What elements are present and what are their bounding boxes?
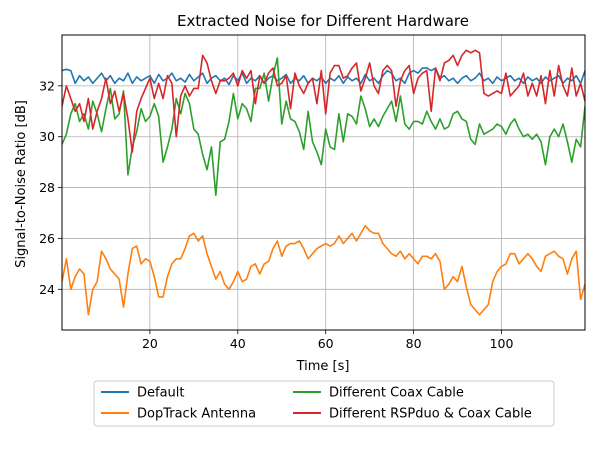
x-axis-label: Time [s]: [296, 359, 350, 374]
series-line-1: [62, 67, 585, 86]
y-tick-label: 26: [39, 231, 55, 246]
x-tick-label: 20: [142, 336, 158, 351]
x-tick-label: 100: [490, 336, 514, 351]
legend-label-4: Different RSPduo & Coax Cable: [329, 407, 532, 422]
y-tick-label: 30: [39, 129, 55, 144]
series-line-4: [62, 49, 585, 153]
x-tick-label: 60: [318, 336, 334, 351]
legend-box: [93, 380, 555, 427]
series-line-2: [62, 224, 585, 316]
legend-label-2: DopTrack Antenna: [137, 407, 256, 422]
x-axis: 20 40 60 80 100: [142, 330, 514, 351]
chart-title: Extracted Noise for Different Hardware: [177, 12, 469, 30]
x-tick-label: 80: [406, 336, 422, 351]
y-tick-label: 24: [39, 282, 55, 297]
y-axis-label: Signal-to-Noise Ratio [dB]: [14, 100, 29, 268]
legend-label-1: Default: [137, 386, 185, 401]
y-tick-label: 32: [39, 78, 55, 93]
y-tick-label: 28: [39, 180, 55, 195]
plot-frame: [61, 34, 586, 331]
legend: Default DopTrack Antenna Different Coax Ca…: [93, 380, 555, 427]
series-line-3: [62, 57, 585, 197]
y-axis: 24 26 28 30 32: [39, 78, 62, 297]
x-tick-label: 40: [230, 336, 246, 351]
series-layer: [62, 49, 585, 316]
legend-label-3: Different Coax Cable: [329, 386, 464, 401]
